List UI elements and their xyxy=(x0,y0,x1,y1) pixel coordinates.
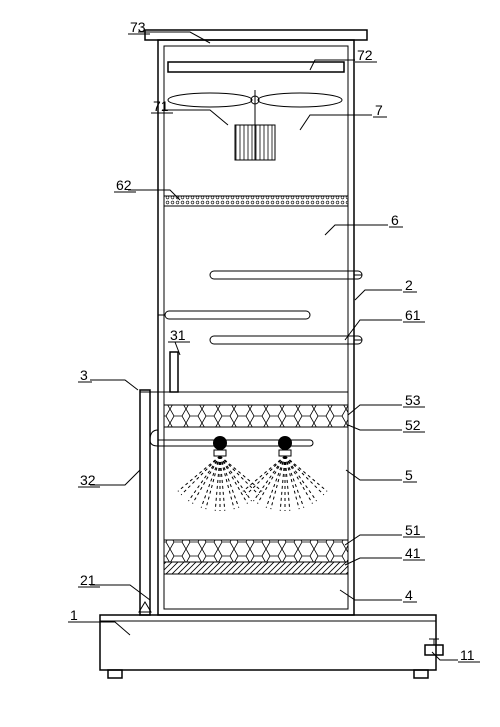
label-51: 51 xyxy=(405,522,421,538)
technical-diagram: 111221331324415515253661627717273 xyxy=(10,10,500,717)
label-73: 73 xyxy=(130,19,146,35)
label-71: 71 xyxy=(153,98,169,114)
label-61: 61 xyxy=(405,307,421,323)
label-72: 72 xyxy=(357,47,373,63)
label-4: 4 xyxy=(405,587,413,603)
label-7: 7 xyxy=(375,102,383,118)
label-21: 21 xyxy=(80,572,96,588)
label-1: 1 xyxy=(70,607,78,623)
label-52: 52 xyxy=(405,417,421,433)
label-2: 2 xyxy=(405,277,413,293)
label-31: 31 xyxy=(170,327,186,343)
label-32: 32 xyxy=(80,472,96,488)
label-5: 5 xyxy=(405,467,413,483)
label-11: 11 xyxy=(460,647,475,663)
label-41: 41 xyxy=(405,545,421,561)
label-3: 3 xyxy=(80,367,88,383)
label-62: 62 xyxy=(116,177,132,193)
label-53: 53 xyxy=(405,392,421,408)
label-6: 6 xyxy=(391,212,399,228)
